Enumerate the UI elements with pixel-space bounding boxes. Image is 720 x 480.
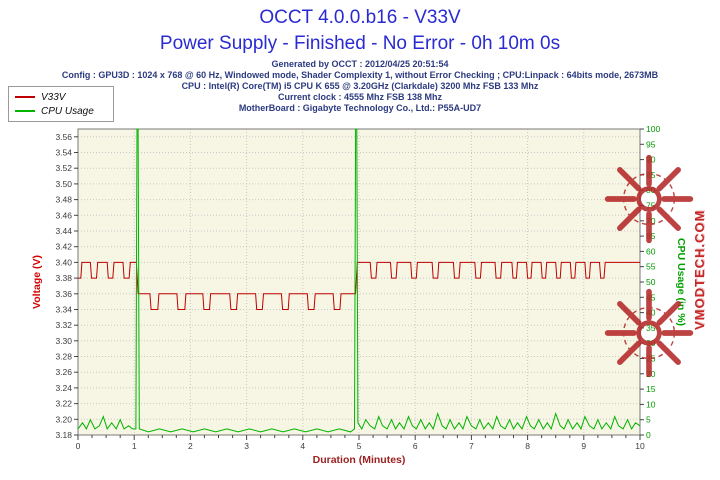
info-line-cpu: CPU : Intel(R) Core(TM) i5 CPU K 655 @ 3… xyxy=(181,81,539,91)
svg-text:3.40: 3.40 xyxy=(55,257,72,267)
report-info: Generated by OCCT : 2012/04/25 20:51:54 … xyxy=(0,59,720,114)
svg-text:3.42: 3.42 xyxy=(55,242,72,252)
legend-item-cpu-usage: CPU Usage xyxy=(15,104,107,118)
legend-label-cpu-usage: CPU Usage xyxy=(41,105,94,117)
svg-text:3.34: 3.34 xyxy=(55,305,72,315)
chart-plot: 3.18 3.20 3.22 3.24 3.26 3.28 3.30 3.32 3.34 3.36… xyxy=(31,125,687,466)
svg-text:3.18: 3.18 xyxy=(55,430,72,440)
svg-text:60: 60 xyxy=(646,246,656,256)
info-line-config: Config : GPU3D : 1024 x 768 @ 60 Hz, Win… xyxy=(61,70,659,80)
svg-text:10: 10 xyxy=(635,441,645,451)
v33v-line-swatch xyxy=(15,96,35,98)
svg-text:3.32: 3.32 xyxy=(55,320,72,330)
svg-text:6: 6 xyxy=(413,441,418,451)
svg-text:90: 90 xyxy=(646,155,656,165)
y-left-axis-title: Voltage (V) xyxy=(31,255,43,309)
report-title: OCCT 4.0.0.b16 - V33V xyxy=(259,7,461,28)
svg-text:7: 7 xyxy=(469,441,474,451)
svg-text:85: 85 xyxy=(646,170,656,180)
svg-text:20: 20 xyxy=(646,369,656,379)
svg-text:3.46: 3.46 xyxy=(55,210,72,220)
svg-text:3.54: 3.54 xyxy=(55,148,72,158)
legend-item-v33v: V33V xyxy=(15,90,107,104)
svg-text:100: 100 xyxy=(646,125,660,134)
svg-text:3: 3 xyxy=(244,441,249,451)
svg-text:3.26: 3.26 xyxy=(55,367,72,377)
svg-text:70: 70 xyxy=(646,216,656,226)
cpu-usage-line-swatch xyxy=(15,110,35,112)
svg-text:5: 5 xyxy=(646,415,651,425)
svg-text:50: 50 xyxy=(646,277,656,287)
svg-text:30: 30 xyxy=(646,338,656,348)
svg-text:3.24: 3.24 xyxy=(55,383,72,393)
svg-text:3.38: 3.38 xyxy=(55,273,72,283)
svg-text:3.20: 3.20 xyxy=(55,414,72,424)
svg-text:15: 15 xyxy=(646,384,656,394)
svg-text:25: 25 xyxy=(646,354,656,364)
svg-text:4: 4 xyxy=(300,441,305,451)
svg-text:55: 55 xyxy=(646,262,656,272)
svg-text:3.48: 3.48 xyxy=(55,195,72,205)
series-line-v33v xyxy=(78,261,640,310)
svg-text:1: 1 xyxy=(132,441,137,451)
svg-text:5: 5 xyxy=(357,441,362,451)
info-line-generated: Generated by OCCT : 2012/04/25 20:51:54 xyxy=(271,59,449,69)
svg-text:3.50: 3.50 xyxy=(55,179,72,189)
report-subtitle: Power Supply - Finished - No Error - 0h … xyxy=(159,33,561,54)
svg-text:3.30: 3.30 xyxy=(55,336,72,346)
svg-text:45: 45 xyxy=(646,292,656,302)
svg-text:0: 0 xyxy=(646,430,651,440)
svg-text:40: 40 xyxy=(646,308,656,318)
info-line-current-clock: Current clock : 4555 Mhz FSB 138 Mhz xyxy=(277,92,443,102)
y-right-axis-title: CPU Usage (in %) xyxy=(675,238,687,326)
svg-text:2: 2 xyxy=(188,441,193,451)
svg-text:3.36: 3.36 xyxy=(55,289,72,299)
svg-text:8: 8 xyxy=(525,441,530,451)
svg-text:10: 10 xyxy=(646,399,656,409)
svg-text:9: 9 xyxy=(581,441,586,451)
svg-text:0: 0 xyxy=(76,441,81,451)
svg-text:35: 35 xyxy=(646,323,656,333)
svg-text:65: 65 xyxy=(646,231,656,241)
svg-text:3.22: 3.22 xyxy=(55,399,72,409)
svg-text:75: 75 xyxy=(646,201,656,211)
series-line-cpu-usage xyxy=(77,128,641,433)
svg-text:3.28: 3.28 xyxy=(55,352,72,362)
svg-text:3.44: 3.44 xyxy=(55,226,72,236)
svg-text:3.56: 3.56 xyxy=(55,132,72,142)
svg-text:95: 95 xyxy=(646,139,656,149)
svg-text:80: 80 xyxy=(646,185,656,195)
x-axis-title: Duration (Minutes) xyxy=(313,454,406,466)
svg-text:3.52: 3.52 xyxy=(55,163,72,173)
legend-label-v33v: V33V xyxy=(41,91,66,103)
report-header: OCCT 4.0.0.b16 - V33V Power Supply - Fin… xyxy=(0,0,720,57)
info-line-motherboard: MotherBoard : Gigabyte Technology Co., L… xyxy=(238,103,482,113)
legend: V33V CPU Usage xyxy=(8,86,114,122)
